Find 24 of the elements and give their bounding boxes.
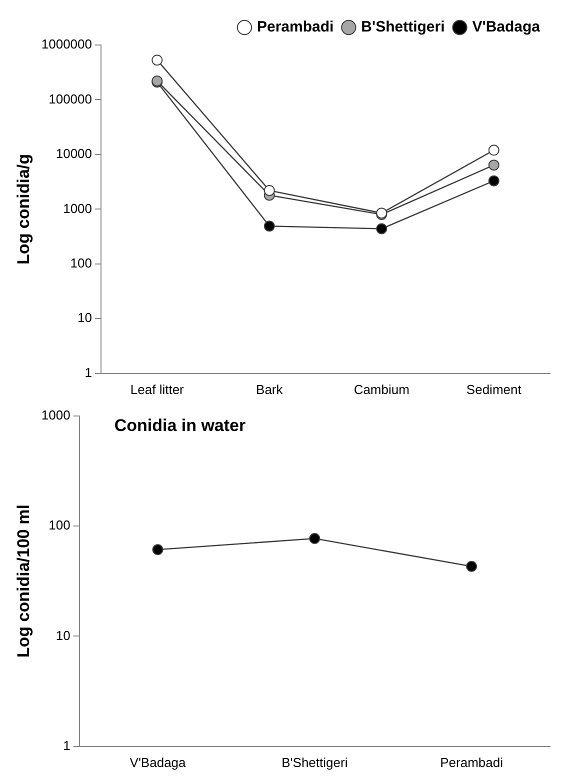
y-axis-title: Log conidia/100 ml <box>14 504 33 658</box>
y-tick-label: 1 <box>84 364 92 380</box>
y-tick-label: 10 <box>56 628 70 643</box>
y-tick-label: 1 <box>63 738 70 753</box>
y-tick-label: 10000 <box>56 146 92 162</box>
y-tick-label: 1000000 <box>41 36 92 52</box>
chart-title: Conidia in water <box>114 416 246 435</box>
x-tick-label: Leaf litter <box>130 382 185 397</box>
y-tick-label: 100000 <box>48 91 92 106</box>
x-tick-label: Perambadi <box>440 754 504 770</box>
legend-label: B'Shettigeri <box>361 18 445 36</box>
y-tick-label: 1000 <box>41 407 70 422</box>
x-tick-label: Cambium <box>354 382 410 397</box>
y-tick-label: 10 <box>78 310 92 326</box>
y-tick-label: 1000 <box>63 200 92 216</box>
y-axis-title: Log conidia/g <box>14 154 33 264</box>
legend-label: Perambadi <box>256 18 334 36</box>
x-tick-label: Bark <box>256 382 284 397</box>
legend-label: V'Badaga <box>472 18 541 36</box>
x-tick-label: V'Badaga <box>130 754 187 770</box>
y-tick-label: 100 <box>48 518 70 533</box>
y-tick-label: 100 <box>70 256 92 271</box>
x-tick-label: B'Shettigeri <box>282 754 348 770</box>
x-tick-label: Sediment <box>466 382 522 397</box>
